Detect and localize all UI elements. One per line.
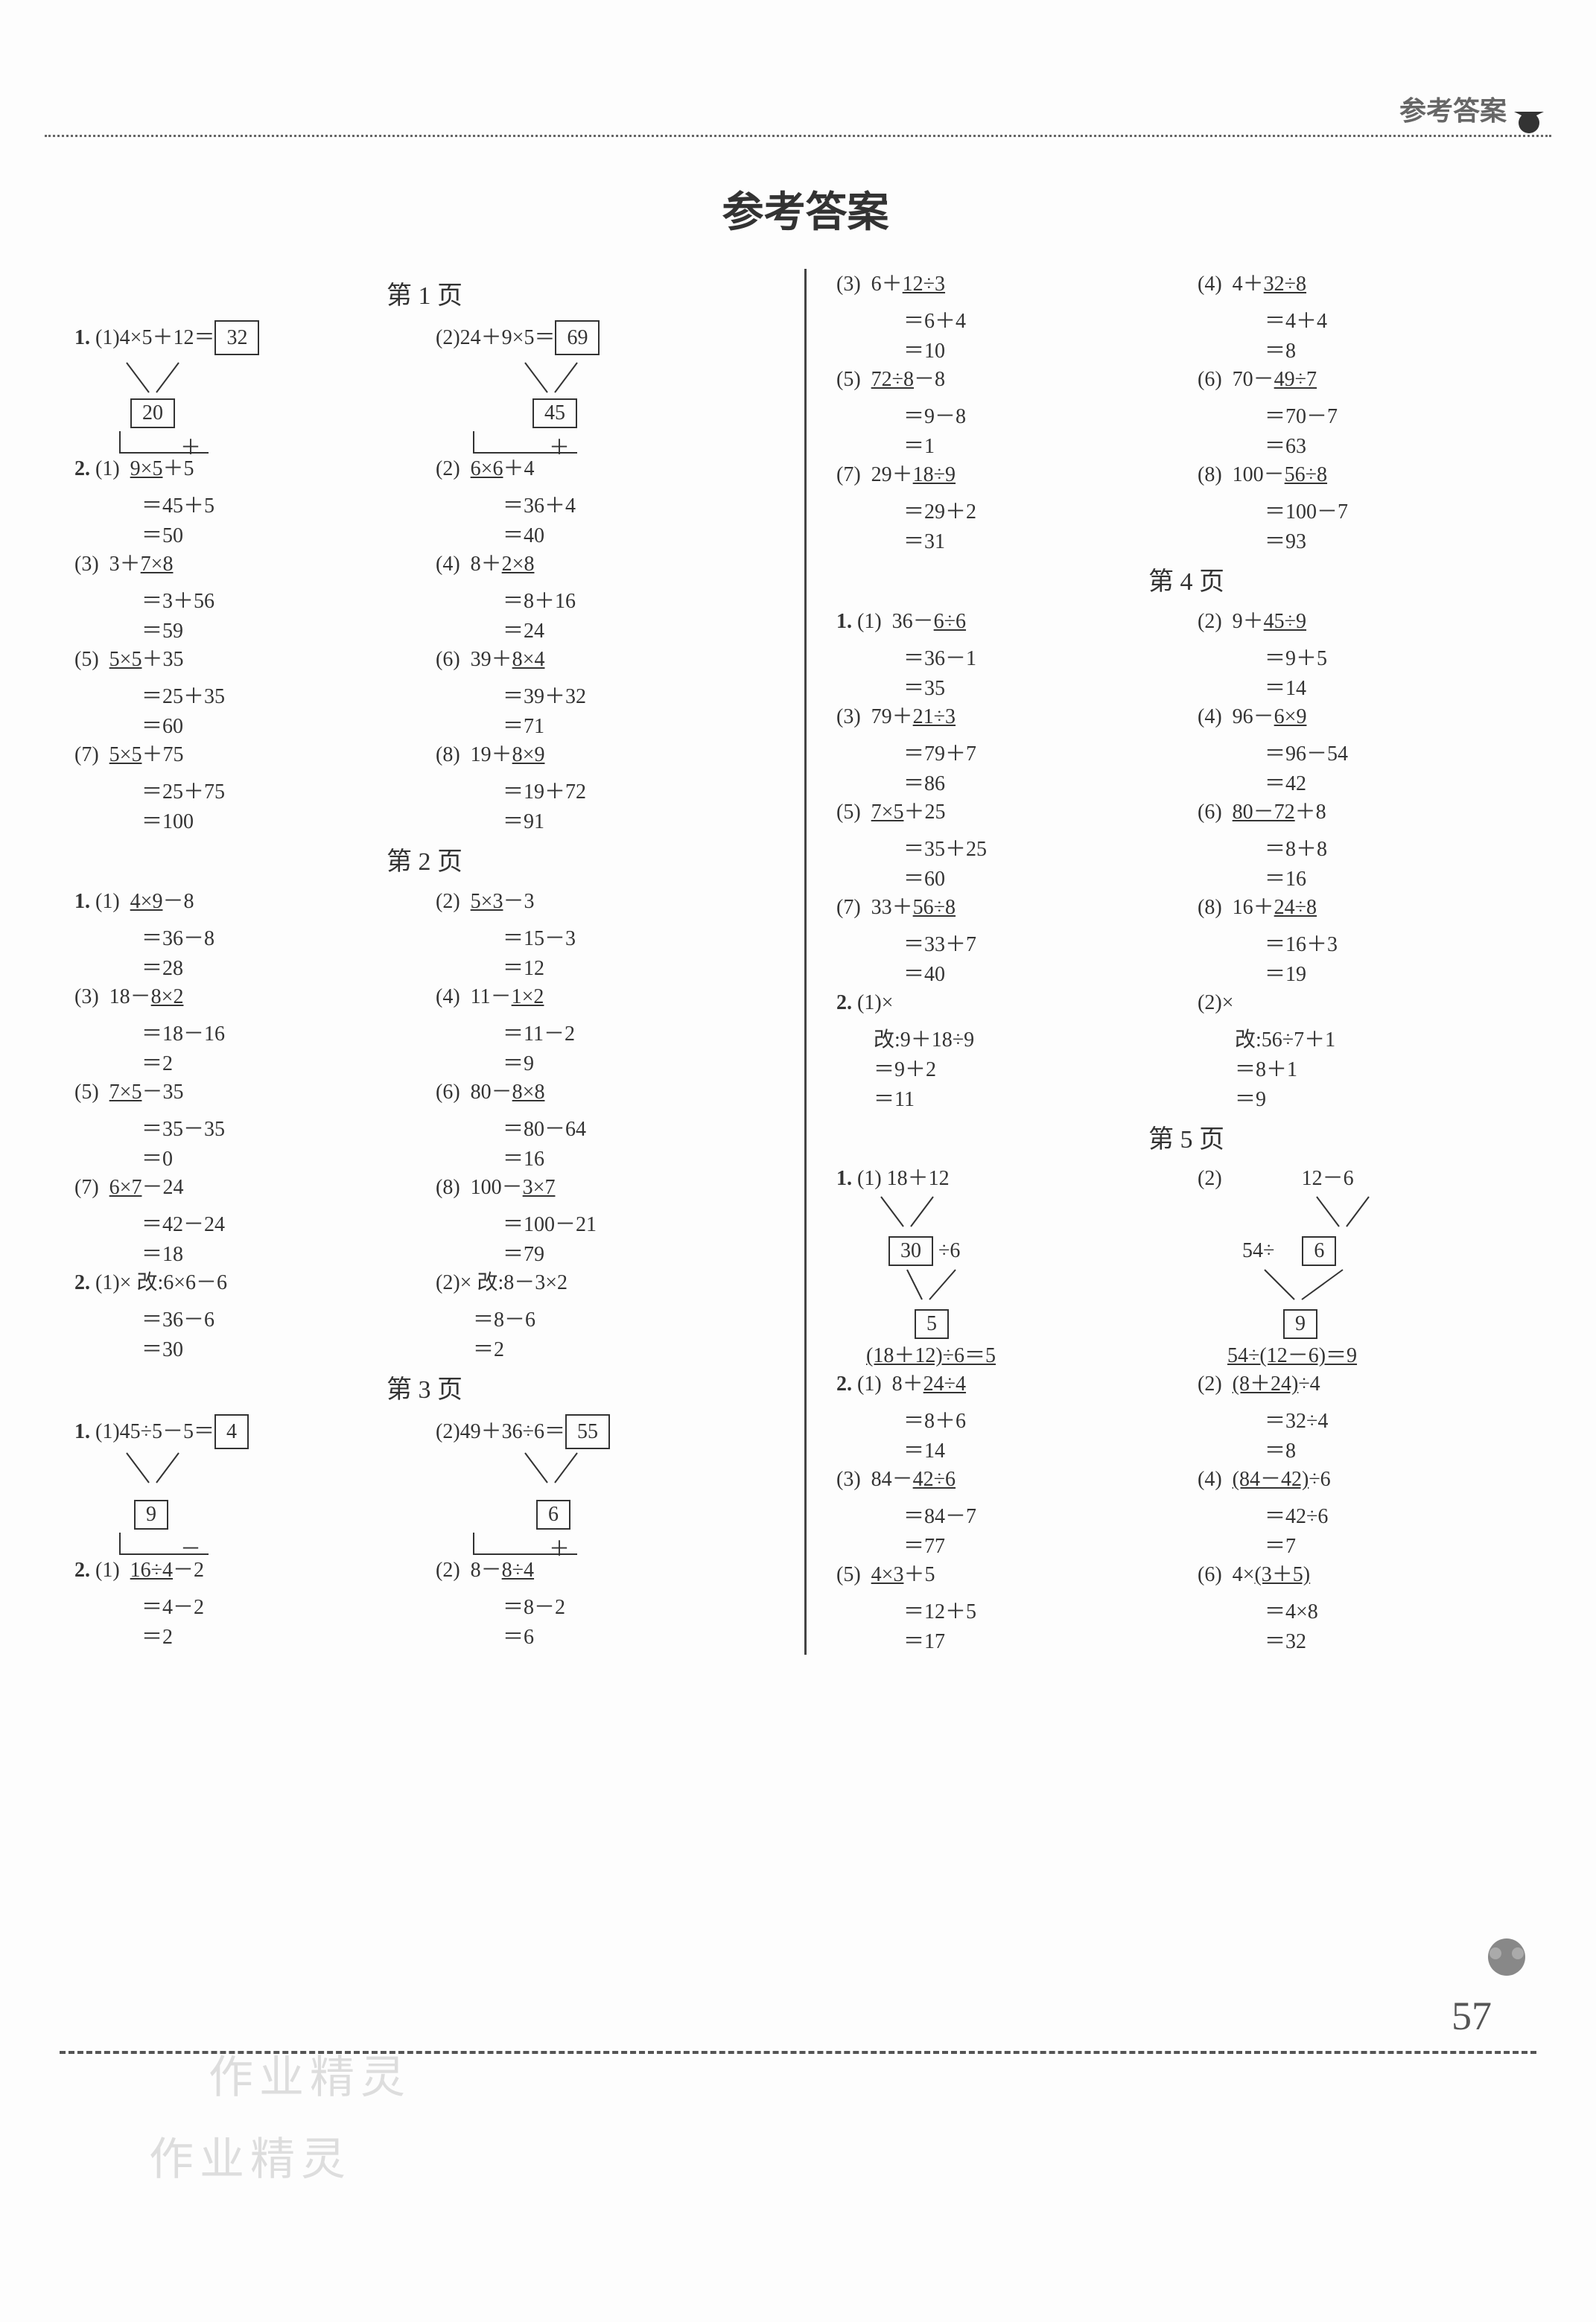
question-item: 1. (1) 4×9－8＝36－8＝28 [74,886,413,982]
question-item: (4) 8＋2×8＝8＋16＝24 [436,549,775,644]
question-item: (6) 4×(3＋5)＝4×8＝32 [1198,1559,1536,1655]
p5-q2-block: 2. (1) 8＋24÷4＝8＋6＝14(2) (8＋24)÷4＝32÷4＝8(… [836,1369,1536,1655]
left-column: 第 1 页 1. (1)4×5＋12＝32 20 ＋ (2)24＋9×5＝69 [74,269,775,1655]
question-item: (5) 7×5＋25＝35＋25＝60 [836,797,1175,892]
header-border [45,134,1551,137]
content-columns: 第 1 页 1. (1)4×5＋12＝32 20 ＋ (2)24＋9×5＝69 [74,269,1536,1655]
question-item: 1. (1) 36－6÷6＝36－1＝35 [836,606,1175,702]
p1-q2-block: 2. (1) 9×5＋5＝45＋5＝50(2) 6×6＋4＝36＋4＝40(3)… [74,454,775,835]
page-3-label: 第 3 页 [74,1369,775,1405]
question-item: 2. (1) 16÷4－2＝4－2＝2 [74,1555,413,1650]
flower-icon [1477,1935,1536,1987]
question-item: 2. (1) 9×5＋5＝45＋5＝50 [74,454,413,549]
question-item: (2) 9＋45÷9＝9＋5＝14 [1198,606,1536,702]
question-item: (2) (8＋24)÷4＝32÷4＝8 [1198,1369,1536,1464]
question-item: (8) 100－56÷8＝100－7＝93 [1198,459,1536,555]
question-item: (7) 5×5＋75＝25＋75＝100 [74,739,413,835]
question-item: (3) 3＋7×8＝3＋56＝59 [74,549,413,644]
question-item: (3) 18－8×2＝18－16＝2 [74,982,413,1077]
column-divider [804,269,807,1655]
p1-q1b-expr: 24＋9×5＝ [460,326,556,349]
page-5-label: 第 5 页 [836,1119,1536,1155]
question-item: (2) 6×6＋4＝36＋4＝40 [436,454,775,549]
question-item: (3) 84－42÷6＝84－7＝77 [836,1464,1175,1559]
question-item: (2) 8－8÷4＝8－2＝6 [436,1555,775,1650]
question-item: (5) 5×5＋35＝25＋35＝60 [74,644,413,739]
question-item: (6) 70－49÷7＝70－7＝63 [1198,364,1536,459]
page-number: 57 [1452,1993,1492,2039]
question-item: (5) 72÷8－8＝9－8＝1 [836,364,1175,459]
question-item: (8) 100－3×7＝100－21＝79 [436,1172,775,1267]
p4-q1-block: 1. (1) 36－6÷6＝36－1＝35(2) 9＋45÷9＝9＋5＝14(3… [836,606,1536,987]
question-item: (5) 4×3＋5＝12＋5＝17 [836,1559,1175,1655]
question-item: (4) 96－6×9＝96－54＝42 [1198,702,1536,797]
question-item: (3) 6＋12÷3＝6＋4＝10 [836,269,1175,364]
question-item: (6) 80－72＋8＝8＋8＝16 [1198,797,1536,892]
question-item: (6) 39＋8×4＝39＋32＝71 [436,644,775,739]
page-1-label: 第 1 页 [74,275,775,311]
p2-q1-block: 1. (1) 4×9－8＝36－8＝28(2) 5×3－3＝15－3＝12(3)… [74,886,775,1267]
page-4-label: 第 4 页 [836,561,1536,597]
page-2-label: 第 2 页 [74,841,775,877]
question-item: (8) 19＋8×9＝19＋72＝91 [436,739,775,835]
p3-q2-left: 2. (1) 16÷4－2＝4－2＝2(2) 8－8÷4＝8－2＝6 [74,1555,775,1650]
question-item: (3) 79＋21÷3＝79＋7＝86 [836,702,1175,797]
question-item: (2) 5×3－3＝15－3＝12 [436,886,775,982]
question-item: (4) (84－42)÷6＝42÷6＝7 [1198,1464,1536,1559]
question-item: (4) 11－1×2＝11－2＝9 [436,982,775,1077]
footer-dash [60,2051,1536,2054]
watermark-2: 作业精灵 [149,2123,352,2188]
right-column: (3) 6＋12÷3＝6＋4＝10(4) 4＋32÷8＝4＋4＝8(5) 72÷… [836,269,1536,1655]
question-item: (6) 80－8×8＝80－64＝16 [436,1077,775,1172]
p3-q1a-diagram [74,1449,268,1494]
header-stamp: 参考答案 [1399,89,1507,128]
p1-q1a-expr: 4×5＋12＝ [120,326,215,349]
main-title: 参考答案 [74,179,1536,239]
question-item: 2. (1) 8＋24÷4＝8＋6＝14 [836,1369,1175,1464]
question-item: (7) 33＋56÷8＝33＋7＝40 [836,892,1175,987]
question-item: (7) 29＋18÷9＝29＋2＝31 [836,459,1175,555]
question-item: (4) 4＋32÷8＝4＋4＝8 [1198,269,1536,364]
question-item: (8) 16＋24÷8＝16＋3＝19 [1198,892,1536,987]
question-item: (5) 7×5－35＝35－35＝0 [74,1077,413,1172]
p3-q2-right: (3) 6＋12÷3＝6＋4＝10(4) 4＋32÷8＝4＋4＝8(5) 72÷… [836,269,1536,555]
worksheet-page: 参考答案 参考答案 第 1 页 1. (1)4×5＋12＝32 20 ＋ [0,0,1596,2322]
p3-q1b-diagram [436,1449,629,1494]
question-item: (7) 6×7－24＝42－24＝18 [74,1172,413,1267]
p1-q1a-ans: 32 [214,320,259,355]
p1-q1b-ans: 69 [555,320,600,355]
